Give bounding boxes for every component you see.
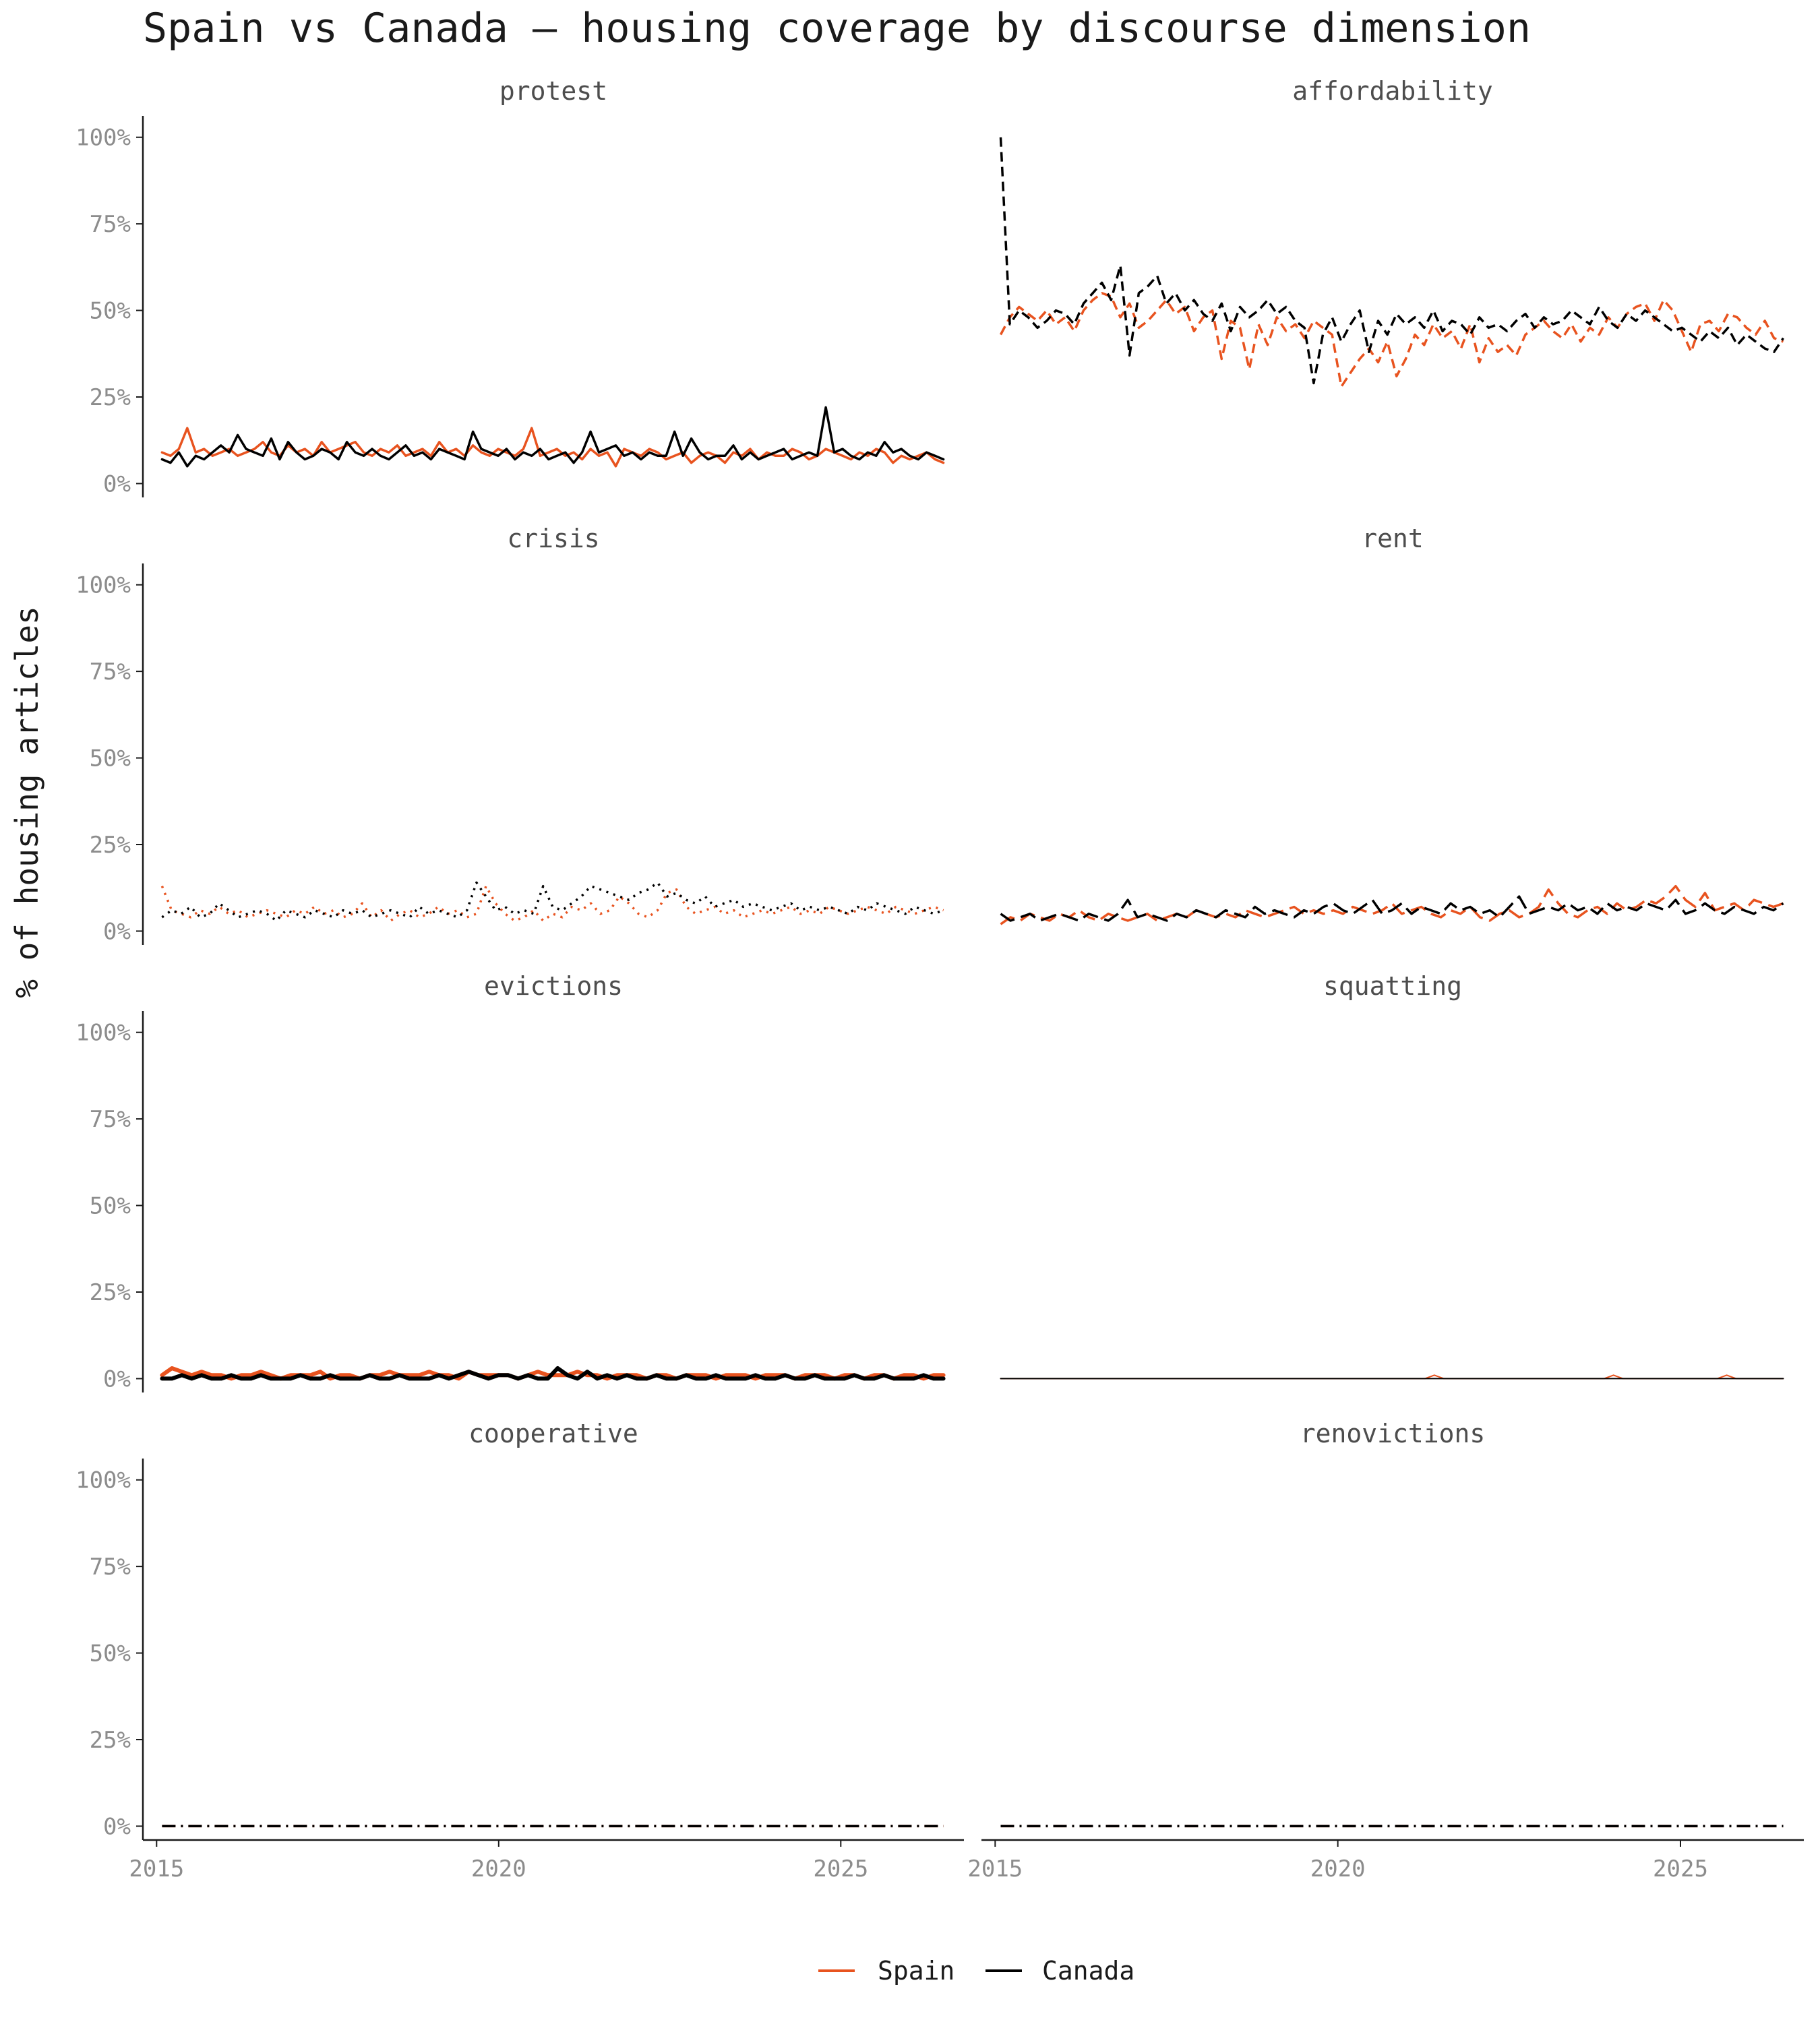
y-tick-label: 100%	[75, 572, 131, 599]
series-line-spain-affordability	[999, 292, 1784, 388]
x-tick-label: 2025	[813, 1856, 868, 1882]
facet-crisis: crisis 0% 25% 50% 75% 100%	[75, 524, 944, 945]
facet-cooperative: cooperative 0% 25% 50% 75% 100% 2015 2020 2025	[75, 1419, 964, 1882]
legend: Spain Canada	[818, 1956, 1134, 1986]
y-tick-label: 75%	[90, 1554, 131, 1581]
facet-label-squatting: squatting	[1323, 971, 1462, 1001]
y-tick-label: 50%	[90, 298, 131, 325]
facet-evictions: evictions 0% 25% 50% 75% 100%	[75, 971, 946, 1392]
y-tick-label: 100%	[75, 1467, 131, 1494]
facet-label-protest: protest	[499, 76, 607, 106]
x-tick-label: 2025	[1653, 1856, 1708, 1882]
y-tick-label: 25%	[90, 1279, 131, 1306]
series-line-canada-crisis	[161, 881, 944, 922]
y-tick-label: 100%	[75, 125, 131, 152]
facet-rent: rent	[1000, 524, 1784, 925]
x-tick-label: 2015	[967, 1856, 1023, 1882]
facet-label-crisis: crisis	[507, 524, 599, 553]
y-tick-label: 75%	[90, 1106, 131, 1133]
y-tick-label: 0%	[103, 1366, 131, 1392]
facet-label-cooperative: cooperative	[468, 1419, 638, 1448]
facet-affordability: affordability	[999, 76, 1784, 388]
facet-label-renovictions: renovictions	[1300, 1419, 1486, 1448]
x-tick-label: 2020	[1310, 1856, 1366, 1882]
facet-label-evictions: evictions	[484, 971, 623, 1001]
series-line-canada-protest	[160, 406, 945, 468]
series-line-spain-crisis	[160, 884, 944, 922]
y-tick-label: 100%	[75, 1020, 131, 1047]
facet-label-rent: rent	[1362, 524, 1424, 553]
y-tick-label: 0%	[103, 918, 131, 945]
legend-label-canada: Canada	[1042, 1956, 1134, 1986]
facet-panels: protest 0% 25% 50% 75% 100% affordability crisi…	[75, 76, 1804, 1882]
y-tick-label: 25%	[90, 384, 131, 411]
facet-label-affordability: affordability	[1292, 76, 1492, 106]
y-tick-label: 25%	[90, 1727, 131, 1754]
y-tick-label: 75%	[90, 211, 131, 238]
x-tick-label: 2015	[129, 1856, 184, 1882]
x-tick-label: 2020	[471, 1856, 526, 1882]
y-tick-label: 0%	[103, 1813, 131, 1840]
y-tick-label: 75%	[90, 658, 131, 685]
series-line-spain-protest	[160, 427, 945, 468]
facet-protest: protest 0% 25% 50% 75% 100%	[75, 76, 945, 497]
facet-squatting: squatting	[1000, 971, 1784, 1380]
series-line-canada-evictions	[160, 1366, 946, 1381]
y-tick-label: 25%	[90, 832, 131, 859]
y-tick-label: 0%	[103, 470, 131, 497]
chart-title: Spain vs Canada — housing coverage by di…	[143, 5, 1531, 52]
series-line-canada-affordability	[999, 137, 1784, 385]
series-line-canada-rent	[1000, 895, 1784, 922]
y-tick-label: 50%	[90, 745, 131, 772]
y-axis-title: % of housing articles	[9, 606, 45, 998]
y-tick-label: 50%	[90, 1641, 131, 1667]
facet-renovictions: renovictions 2015 2020 2025	[967, 1419, 1804, 1882]
y-tick-label: 50%	[90, 1193, 131, 1220]
series-line-spain-rent	[1000, 884, 1784, 925]
legend-label-spain: Spain	[878, 1956, 954, 1986]
